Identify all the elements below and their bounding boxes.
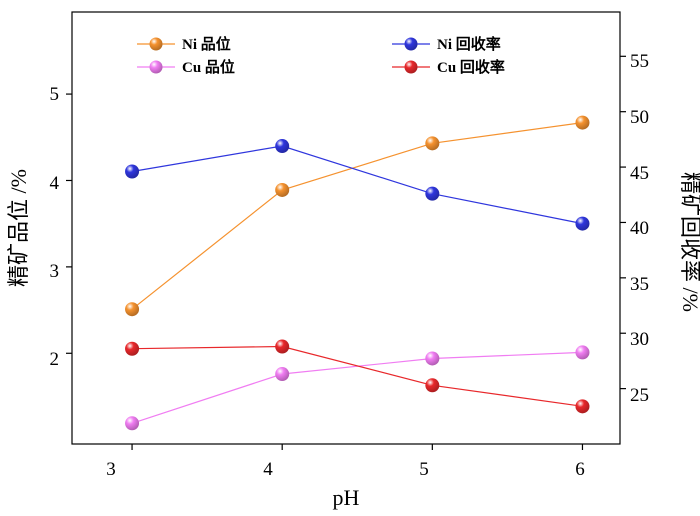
right-tick-label-40: 40 [630, 218, 649, 239]
series-points [125, 115, 590, 431]
point-ni-grade-ph3 [125, 302, 140, 317]
legend: Ni 品位 Cu 品位 Ni 回收率 Cu 回收率 [137, 35, 505, 76]
x-tick-label-3: 3 [106, 459, 116, 480]
right-tick-label-30: 30 [630, 329, 649, 350]
x-axis-title: pH [333, 485, 360, 510]
series-line-cu-recovery [132, 345, 583, 407]
legend-item-cu-recovery: Cu 回收率 [392, 58, 505, 76]
point-cu-recovery-ph6 [575, 399, 590, 414]
series-line-ni-grade [131, 122, 583, 310]
x-tick-label-4: 4 [263, 459, 273, 480]
legend-label-cu-recovery: Cu 回收率 [437, 58, 505, 76]
legend-marker-cu-grade [149, 60, 163, 74]
x-tick-label-6: 6 [575, 459, 585, 480]
series-line-ni-recovery [131, 145, 583, 225]
right-tick-label-55: 55 [630, 51, 649, 72]
right-axis-title: 精矿回收率 /% [678, 172, 700, 312]
point-ni-recovery-ph4 [275, 139, 290, 154]
point-ni-grade-ph4 [275, 182, 290, 197]
legend-item-ni-recovery: Ni 回收率 [392, 35, 501, 53]
left-tick-label-4: 4 [50, 173, 60, 194]
axis-ticks [66, 55, 626, 450]
legend-label-ni-grade: Ni 品位 [182, 35, 231, 53]
series-line-cu-grade [131, 351, 583, 424]
legend-item-cu-grade: Cu 品位 [137, 58, 235, 76]
right-tick-label-45: 45 [630, 163, 649, 184]
left-tick-label-5: 5 [50, 84, 60, 105]
point-ni-grade-ph5 [425, 136, 440, 151]
point-ni-recovery-ph5 [425, 186, 440, 201]
x-tick-label-5: 5 [419, 459, 429, 480]
right-tick-label-35: 35 [630, 274, 649, 295]
point-ni-recovery-ph6 [575, 216, 590, 231]
legend-label-ni-recovery: Ni 回收率 [437, 35, 501, 53]
point-ni-recovery-ph3 [125, 164, 140, 179]
point-ni-grade-ph6 [575, 115, 590, 130]
point-cu-grade-ph3 [125, 416, 140, 431]
left-tick-label-3: 3 [50, 261, 60, 282]
legend-item-ni-grade: Ni 品位 [137, 35, 231, 53]
point-cu-recovery-ph3 [125, 341, 140, 356]
left-axis-title: 精矿品位 /% [6, 169, 31, 287]
right-tick-label-50: 50 [630, 107, 649, 128]
legend-marker-cu-recovery [404, 60, 418, 74]
left-tick-label-2: 2 [50, 349, 60, 370]
point-cu-grade-ph5 [425, 351, 440, 366]
series-lines [131, 122, 583, 424]
legend-marker-ni-recovery [404, 37, 418, 51]
right-tick-label-25: 25 [630, 385, 649, 406]
point-cu-recovery-ph4 [275, 339, 290, 354]
legend-label-cu-grade: Cu 品位 [182, 58, 235, 76]
point-cu-grade-ph6 [575, 345, 590, 360]
point-cu-grade-ph4 [275, 367, 290, 382]
point-cu-recovery-ph5 [425, 378, 440, 393]
plot-frame [71, 11, 621, 445]
legend-marker-ni-grade [149, 37, 163, 51]
